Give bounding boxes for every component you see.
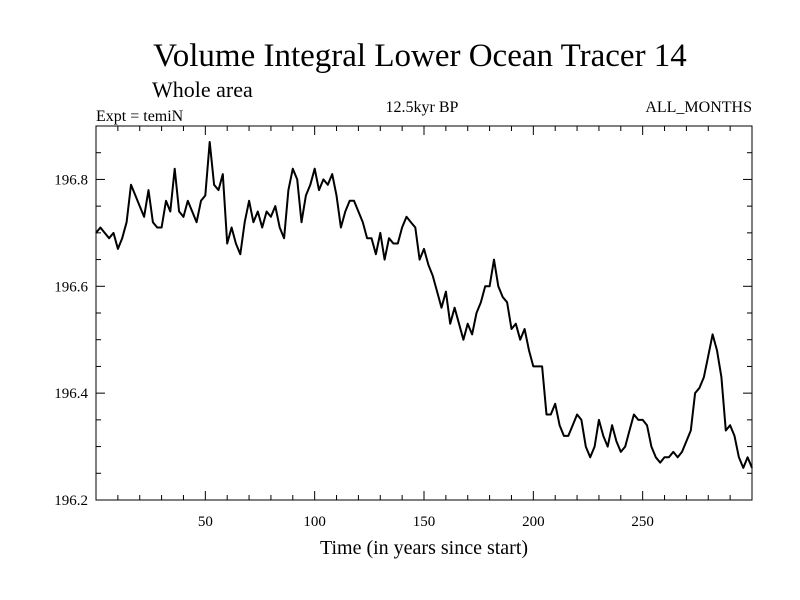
x-axis-label: Time (in years since start) bbox=[320, 537, 528, 559]
data-series-line bbox=[95, 141, 753, 469]
plot-frame bbox=[95, 125, 753, 501]
x-tick-label: 100 bbox=[303, 514, 326, 530]
x-tick-label: 150 bbox=[413, 514, 436, 530]
chart-subtitle: Whole area bbox=[152, 77, 253, 102]
x-tick-label: 50 bbox=[198, 514, 213, 530]
y-tick-label: 196.8 bbox=[54, 172, 88, 188]
x-tick-label: 200 bbox=[522, 514, 545, 530]
months-label: ALL_MONTHS bbox=[645, 99, 752, 116]
period-label: 12.5kyr BP bbox=[386, 99, 459, 116]
chart-title: Volume Integral Lower Ocean Tracer 14 bbox=[153, 38, 687, 74]
y-tick-label: 196.6 bbox=[54, 279, 88, 295]
y-tick-label: 196.2 bbox=[54, 493, 88, 509]
y-tick-label: 196.4 bbox=[54, 386, 88, 402]
x-tick-label: 250 bbox=[631, 514, 654, 530]
experiment-label: Expt = temiN bbox=[96, 108, 184, 125]
x-axis: 50 100 150 200 250 bbox=[117, 126, 731, 530]
y-axis: 196.2 196.4 196.6 196.8 bbox=[54, 152, 752, 509]
